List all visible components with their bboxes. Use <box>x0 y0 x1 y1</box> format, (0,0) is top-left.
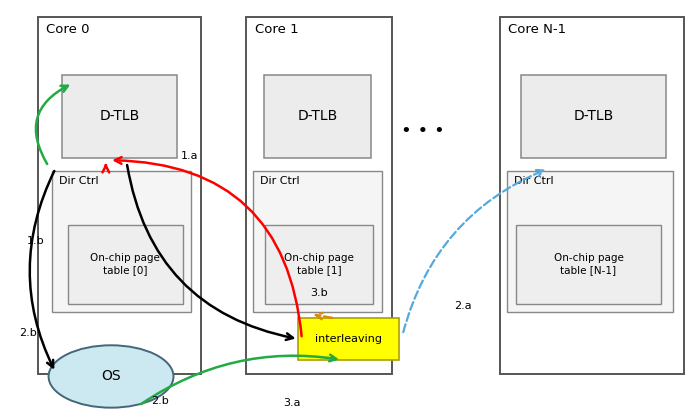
FancyArrowPatch shape <box>316 313 332 319</box>
FancyArrowPatch shape <box>36 86 68 164</box>
Text: On-chip page
table [0]: On-chip page table [0] <box>90 253 160 275</box>
Text: 2.b: 2.b <box>151 396 169 406</box>
FancyArrowPatch shape <box>141 355 337 404</box>
Text: Dir Ctrl: Dir Ctrl <box>514 176 553 186</box>
Text: 3.b: 3.b <box>310 288 328 298</box>
Bar <box>68 225 183 304</box>
Text: Dir Ctrl: Dir Ctrl <box>260 176 300 186</box>
Text: D-TLB: D-TLB <box>573 109 613 124</box>
Text: On-chip page
table [1]: On-chip page table [1] <box>284 253 354 275</box>
Text: Core 0: Core 0 <box>46 23 90 36</box>
Text: • • •: • • • <box>401 122 446 140</box>
Text: On-chip page
table [N-1]: On-chip page table [N-1] <box>554 253 623 275</box>
Bar <box>520 75 666 158</box>
Bar <box>246 17 392 374</box>
Text: Dir Ctrl: Dir Ctrl <box>59 176 99 186</box>
FancyArrowPatch shape <box>127 165 293 340</box>
Ellipse shape <box>49 345 174 408</box>
Text: 2.a: 2.a <box>455 301 472 311</box>
Bar <box>38 17 201 374</box>
Text: Core N-1: Core N-1 <box>508 23 566 36</box>
FancyArrowPatch shape <box>103 165 109 172</box>
Bar <box>264 75 371 158</box>
Text: 1.a: 1.a <box>180 151 198 161</box>
Bar <box>52 171 191 312</box>
Bar <box>62 75 177 158</box>
Text: OS: OS <box>101 369 121 384</box>
Text: 2.b: 2.b <box>19 328 37 338</box>
Bar <box>265 225 373 304</box>
Bar <box>253 171 382 312</box>
Text: 1.b: 1.b <box>26 236 44 246</box>
Bar <box>500 17 684 374</box>
Bar <box>298 318 399 360</box>
FancyArrowPatch shape <box>403 170 543 332</box>
FancyArrowPatch shape <box>115 157 302 336</box>
FancyArrowPatch shape <box>30 171 54 367</box>
Text: D-TLB: D-TLB <box>298 109 337 124</box>
Text: interleaving: interleaving <box>315 334 382 344</box>
Text: Core 1: Core 1 <box>255 23 298 36</box>
Text: D-TLB: D-TLB <box>100 109 139 124</box>
Bar <box>516 225 661 304</box>
Bar <box>507 171 673 312</box>
Text: 3.a: 3.a <box>282 398 301 408</box>
